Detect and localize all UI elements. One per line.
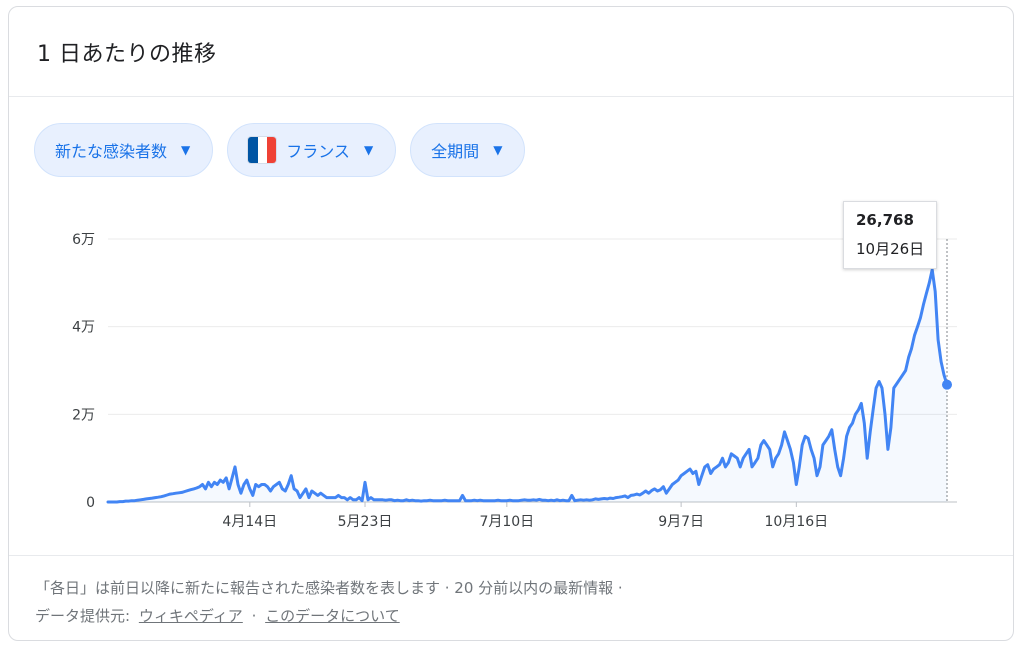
chart-tooltip: 26,768 10月26日 xyxy=(843,201,938,269)
metric-dropdown-label: 新たな感染者数 xyxy=(55,142,168,161)
dropdown-arrow-icon: ▼ xyxy=(493,143,503,157)
dropdown-arrow-icon: ▼ xyxy=(181,143,191,157)
country-dropdown-label: フランス xyxy=(286,142,350,161)
country-dropdown[interactable]: フランス ▼ xyxy=(227,123,397,177)
x-tick-label: 7月10日 xyxy=(479,514,534,530)
tooltip-date: 10月26日 xyxy=(856,240,925,258)
y-tick-label: 2万 xyxy=(72,407,95,423)
wikipedia-link[interactable]: ウィキペディア xyxy=(138,607,243,625)
footer-source-row: データ提供元: ウィキペディア · このデータについて xyxy=(35,602,987,630)
source-label: データ提供元: xyxy=(35,607,131,625)
x-tick-label: 10月16日 xyxy=(765,514,829,530)
footer-note: 「各日」は前日以降に新たに報告された感染者数を表します · 20 分前以内の最新… xyxy=(35,579,623,597)
period-dropdown[interactable]: 全期間 ▼ xyxy=(410,123,526,177)
footer-separator: · xyxy=(251,607,257,625)
about-data-link[interactable]: このデータについて xyxy=(265,607,400,625)
card-header: 1 日あたりの推移 xyxy=(9,7,1013,97)
y-tick-label: 6万 xyxy=(72,232,95,248)
metric-dropdown[interactable]: 新たな感染者数 ▼ xyxy=(34,123,214,177)
france-flag-icon xyxy=(248,137,277,163)
dropdown-arrow-icon: ▼ xyxy=(363,143,374,157)
card-footer: 「各日」は前日以降に新たに報告された感染者数を表します · 20 分前以内の最新… xyxy=(9,555,1013,630)
daily-cases-chart[interactable]: 0 2万 4万 6万 4月14日 5月23日 7月10日 9月7日 10月16日 xyxy=(9,7,1014,555)
hover-point xyxy=(942,379,952,390)
series-line xyxy=(106,268,949,504)
y-tick-label: 0 xyxy=(86,495,95,511)
x-tick-label: 9月7日 xyxy=(658,514,704,530)
period-dropdown-label: 全期間 xyxy=(431,142,480,161)
card-title: 1 日あたりの推移 xyxy=(37,41,217,67)
x-tick-label: 5月23日 xyxy=(338,514,393,530)
filter-bar: 新たな感染者数 ▼ フランス ▼ 全期間 ▼ xyxy=(34,123,526,177)
covid-card: 1 日あたりの推移 新たな感染者数 ▼ フランス ▼ 全期間 ▼ 0 2万 4万 6万… xyxy=(8,6,1014,641)
tooltip-value: 26,768 xyxy=(856,211,914,229)
y-tick-label: 4万 xyxy=(72,320,95,336)
x-tick-label: 4月14日 xyxy=(222,514,277,530)
series-area xyxy=(108,269,947,502)
